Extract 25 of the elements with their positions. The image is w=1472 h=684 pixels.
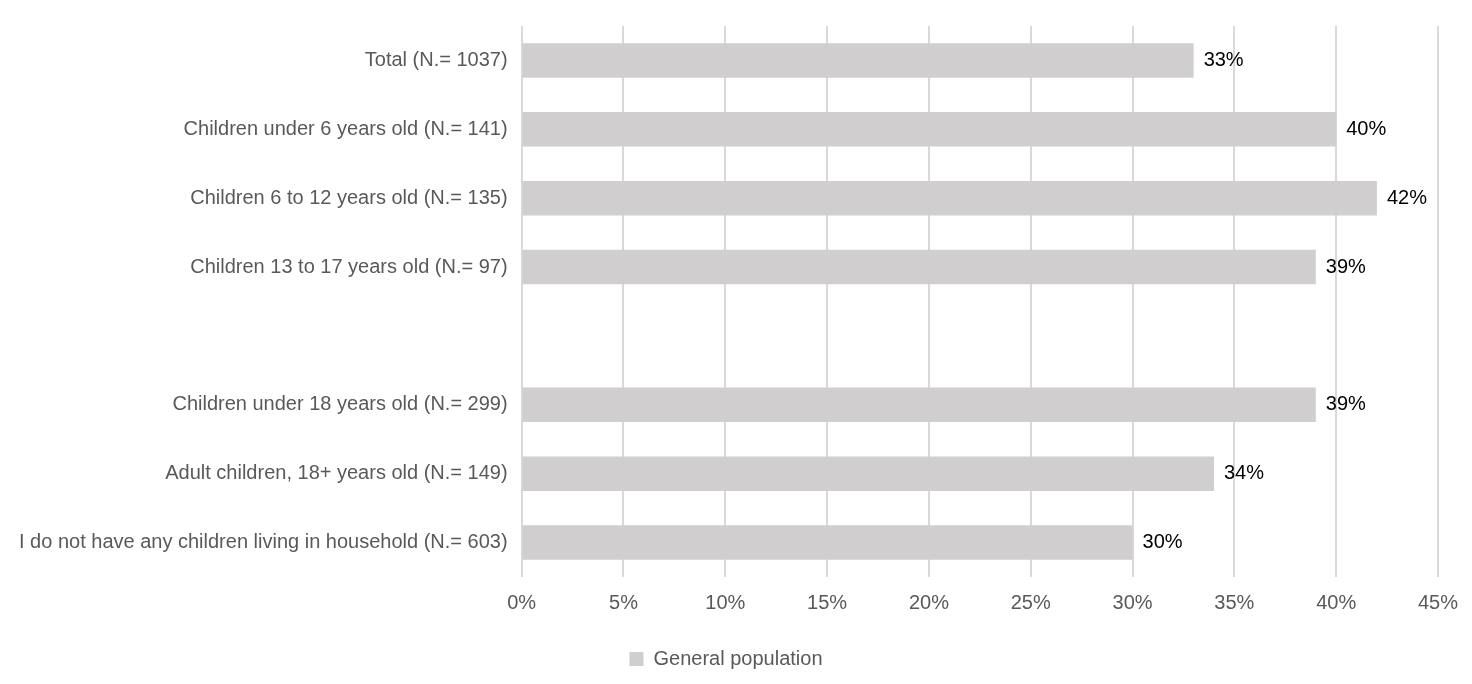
x-tick-label: 30%	[1112, 590, 1153, 613]
y-tick-label: Children under 6 years old (N.= 141)	[183, 116, 508, 139]
y-tick-label: I do not have any children living in household (N.= 603)	[18, 530, 508, 553]
x-tick-label: 15%	[807, 590, 848, 613]
x-tick-label: 20%	[908, 590, 950, 613]
x-tick-label: 35%	[1214, 590, 1255, 613]
data-label: 42%	[1386, 185, 1428, 208]
data-label: 40%	[1346, 116, 1387, 139]
x-tick-label: 0%	[507, 590, 537, 613]
x-tick-label: 45%	[1417, 590, 1459, 613]
y-tick-label: Adult children, 18+ years old (N.= 149)	[165, 461, 508, 484]
x-tick-label: 25%	[1010, 590, 1051, 613]
data-label: 33%	[1203, 47, 1244, 70]
y-tick-label: Children 13 to 17 years old (N.= 97)	[190, 254, 508, 277]
data-label: 39%	[1325, 392, 1367, 415]
x-tick-label: 5%	[609, 590, 639, 613]
x-tick-label: 40%	[1316, 590, 1357, 613]
legend-label: General population	[653, 646, 823, 669]
y-tick-label: Children 6 to 12 years old (N.= 135)	[190, 185, 508, 208]
y-tick-label: Total (N.= 1037)	[364, 47, 508, 70]
data-label: 30%	[1142, 530, 1183, 553]
data-label: 34%	[1223, 461, 1265, 484]
x-tick-label: 10%	[705, 590, 746, 613]
y-tick-label: Children under 18 years old (N.= 299)	[172, 392, 508, 415]
data-label: 39%	[1325, 254, 1367, 277]
